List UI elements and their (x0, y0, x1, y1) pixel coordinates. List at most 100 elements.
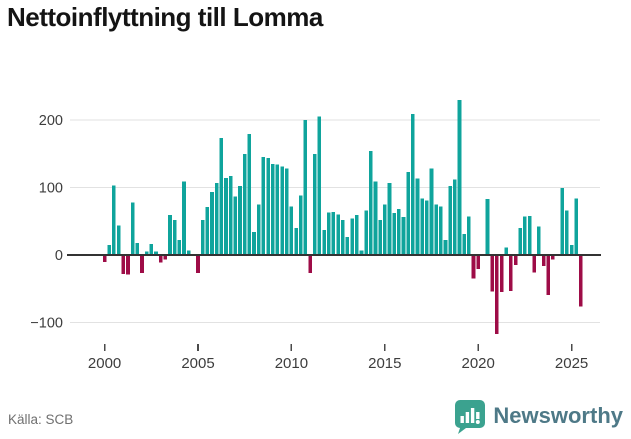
bar-2024-q1 (551, 255, 555, 260)
bar-2018-q3 (448, 186, 452, 255)
bar-2002-q1 (140, 255, 144, 274)
bar-2015-q2 (387, 182, 392, 255)
bar-2010-q2 (294, 228, 298, 255)
bar-2024-q3 (560, 188, 565, 256)
bar-2007-q1 (233, 196, 238, 256)
bar-2023-q2 (537, 226, 541, 255)
y-tick-label-200: 200 (39, 113, 63, 129)
bar-2009-q1 (270, 163, 275, 256)
bar-2010-q4 (303, 120, 308, 255)
bar-2002-q4 (154, 251, 158, 256)
bar-2025-q1 (569, 244, 574, 256)
bar-2020-q4 (490, 255, 495, 292)
bar-2017-q2 (425, 200, 429, 255)
bar-2003-q3 (168, 215, 172, 256)
bar-2019-q4 (471, 255, 476, 279)
bar-2018-q2 (443, 240, 448, 255)
bar-2000-q1 (102, 255, 107, 262)
bar-2016-q1 (401, 217, 406, 255)
bar-2016-q3 (411, 113, 415, 255)
bar-2004-q1 (177, 240, 182, 255)
bar-2023-q4 (546, 255, 551, 295)
bar-2009-q3 (280, 166, 284, 255)
bar-2013-q1 (345, 236, 350, 256)
newsworthy-logo-icon (455, 400, 486, 434)
bar-2000-q2 (107, 244, 112, 256)
bar-2025-q2 (574, 198, 579, 255)
bar-2006-q1 (214, 182, 219, 255)
bar-2022-q4 (527, 215, 532, 255)
x-tick-label-2020: 2020 (462, 355, 495, 372)
bar-2007-q4 (247, 134, 252, 256)
bar-2003-q1 (158, 255, 163, 263)
bar-2025-q3 (579, 255, 583, 307)
bar-2004-q2 (182, 181, 186, 256)
bar-2011-q4 (322, 230, 326, 256)
bar-2019-q3 (467, 216, 471, 256)
bar-2021-q2 (499, 255, 504, 293)
x-axis-labels: 2000 2005 2010 2015 2020 2025 (88, 344, 588, 372)
bar-2004-q3 (186, 250, 191, 256)
bar-2000-q4 (116, 225, 121, 255)
bar-2001-q4 (135, 242, 140, 255)
bar-2001-q2 (126, 255, 130, 275)
bar-2016-q4 (415, 178, 420, 255)
bar-2021-q1 (495, 255, 499, 334)
bar-2014-q1 (364, 210, 368, 255)
bar-2002-q3 (149, 244, 154, 255)
bar-2014-q3 (373, 181, 378, 256)
newsworthy-logo[interactable]: Newsworthy (452, 398, 623, 434)
bar-2008-q4 (266, 157, 270, 255)
bar-2013-q4 (359, 250, 364, 256)
bar-2005-q3 (205, 207, 210, 255)
bar-2005-q1 (196, 255, 200, 274)
bar-2020-q1 (476, 255, 480, 270)
bar-2003-q2 (163, 255, 168, 260)
bar-2011-q3 (317, 116, 322, 256)
y-tick-label-0: 0 (55, 248, 63, 264)
bar-2000-q3 (112, 185, 116, 255)
newsworthy-logo-text: Newsworthy (493, 403, 623, 428)
bar-2003-q4 (172, 219, 177, 255)
bar-2020-q3 (485, 198, 490, 255)
bar-2010-q3 (298, 195, 303, 255)
bar-2021-q4 (509, 255, 513, 291)
bar-2008-q3 (261, 157, 266, 256)
bar-2018-q4 (453, 179, 457, 255)
bar-2013-q3 (354, 215, 359, 256)
x-tick-label-2015: 2015 (368, 355, 401, 372)
y-tick-label-100: 100 (39, 181, 63, 197)
bar-2021-q3 (504, 247, 509, 255)
bar-2012-q1 (326, 212, 331, 255)
bar-2011-q2 (312, 153, 317, 255)
bar-2009-q2 (275, 164, 280, 255)
bar-2009-q4 (284, 168, 289, 255)
x-tick-label-2005: 2005 (181, 355, 214, 372)
x-tick-label-2010: 2010 (275, 355, 308, 372)
x-tick-label-2000: 2000 (88, 355, 121, 372)
bar-2010-q1 (289, 206, 294, 255)
bar-2007-q2 (238, 186, 242, 255)
source-label: Källa: SCB (8, 412, 74, 427)
bar-2017-q3 (429, 168, 434, 255)
bar-2005-q2 (200, 219, 205, 255)
bar-2015-q1 (383, 204, 387, 256)
y-axis-labels: 200 100 0 −100 (30, 113, 63, 332)
y-tick-label-−100: −100 (30, 316, 63, 332)
bar-2014-q4 (378, 219, 382, 255)
bar-2014-q2 (368, 151, 373, 255)
bar-2008-q2 (256, 204, 261, 256)
bar-2013-q2 (350, 218, 354, 255)
bar-2015-q3 (392, 213, 396, 255)
bar-2006-q3 (224, 178, 228, 255)
bar-2017-q1 (420, 198, 424, 255)
bars (102, 99, 583, 334)
x-tick-label-2025: 2025 (555, 355, 588, 372)
bar-2006-q4 (228, 176, 233, 255)
bar-2024-q4 (565, 210, 569, 255)
bar-2019-q2 (462, 234, 466, 255)
gridlines (70, 119, 600, 324)
bar-2001-q3 (130, 202, 135, 255)
bar-2022-q1 (513, 255, 518, 266)
